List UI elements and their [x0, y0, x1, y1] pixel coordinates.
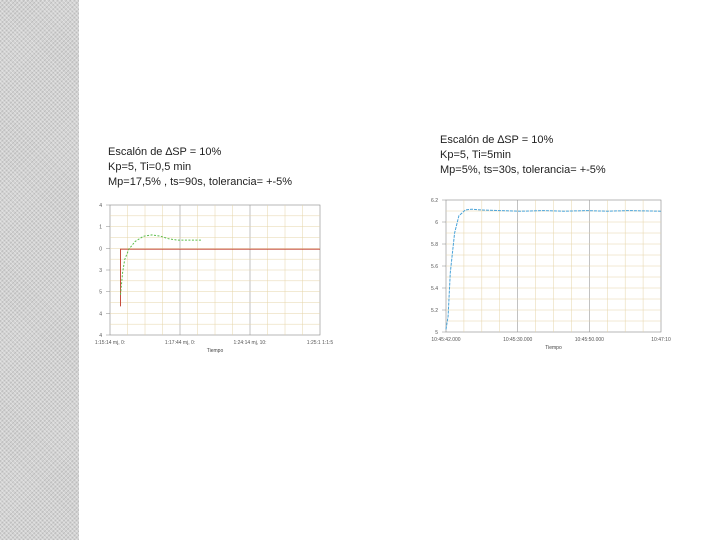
y-tick-label: 4: [99, 311, 102, 317]
y-tick-label: 5.4: [431, 286, 438, 292]
x-tick-label: 1:17:44 mj, 0:: [165, 340, 195, 346]
x-axis-label: Tiempo: [207, 348, 224, 354]
y-tick-label: 5: [435, 330, 438, 336]
x-tick-label: 10:47:10: [651, 337, 671, 343]
x-tick-label: 1:24:14 mj, 10:: [233, 340, 266, 346]
y-tick-label: 0: [99, 246, 102, 252]
x-tick-label: 10:45:42.000: [431, 337, 460, 343]
x-tick-label: 10:45:30.000: [503, 337, 532, 343]
response-series-line: [120, 234, 203, 295]
y-tick-label: 6: [435, 220, 438, 226]
right-caption-line-3: Mp=5%, ts=30s, tolerancia= +-5%: [440, 164, 606, 176]
y-tick-label: 3: [99, 268, 102, 274]
x-axis-label: Tiempo: [545, 345, 562, 351]
y-tick-label: 4: [99, 203, 102, 209]
setpoint-line: [120, 248, 320, 307]
right-caption-line-2: Kp=5, Ti=5min: [440, 149, 511, 161]
y-tick-label: 5: [99, 290, 102, 296]
y-tick-label: 5.2: [431, 308, 438, 314]
left-caption-line-2: Kp=5, Ti=0,5 min: [108, 161, 192, 173]
decorative-side-strip: [0, 0, 79, 540]
y-tick-label: 5.8: [431, 242, 438, 248]
left-caption-line-1: Escalón de ∆SP = 10%: [108, 146, 222, 158]
right-chart-caption: Escalón de ∆SP = 10% Kp=5, Ti=5min Mp=5%…: [440, 133, 606, 178]
x-tick-label: 10:45:50.000: [575, 337, 604, 343]
x-tick-label: 1:25:1 1:1:5: [307, 340, 334, 346]
x-tick-label: 1:15:14 mj, 0:: [95, 340, 125, 346]
right-caption-line-1: Escalón de ∆SP = 10%: [440, 134, 554, 146]
y-tick-label: 1: [99, 225, 102, 231]
left-chart-caption: Escalón de ∆SP = 10% Kp=5, Ti=0,5 min Mp…: [108, 145, 292, 190]
y-tick-label: 5.6: [431, 264, 438, 270]
response-series-line: [445, 208, 662, 330]
y-tick-label: 4: [99, 333, 102, 339]
left-caption-line-3: Mp=17,5% , ts=90s, tolerancia= +-5%: [108, 176, 293, 188]
y-tick-label: 6.2: [431, 198, 438, 204]
